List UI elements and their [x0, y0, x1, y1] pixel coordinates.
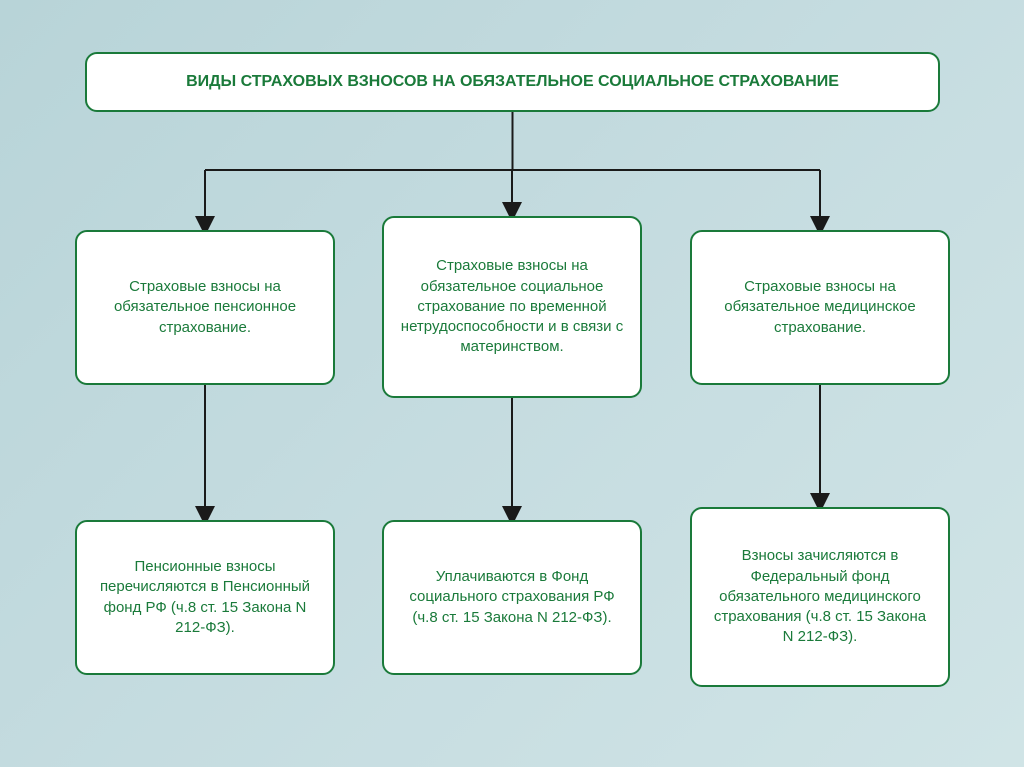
node-col2_top: Страховые взносы на обязательное социаль… [382, 216, 642, 398]
node-label: Уплачиваются в Фонд социального страхова… [400, 567, 624, 628]
node-label: Страховые взносы на обязательное пенсион… [93, 277, 317, 338]
node-label: Пенсионные взносы перечисляются в Пенсио… [93, 557, 317, 638]
node-col3_top: Страховые взносы на обязательное медицин… [690, 230, 950, 385]
node-label: Страховые взносы на обязательное социаль… [400, 256, 624, 357]
node-label: Взносы зачисляются в Федеральный фонд об… [708, 546, 932, 647]
node-col3_bot: Взносы зачисляются в Федеральный фонд об… [690, 507, 950, 687]
node-label: Страховые взносы на обязательное медицин… [708, 277, 932, 338]
node-col1_top: Страховые взносы на обязательное пенсион… [75, 230, 335, 385]
node-col1_bot: Пенсионные взносы перечисляются в Пенсио… [75, 520, 335, 675]
node-label: ВИДЫ СТРАХОВЫХ ВЗНОСОВ НА ОБЯЗАТЕЛЬНОЕ С… [186, 71, 839, 93]
node-title: ВИДЫ СТРАХОВЫХ ВЗНОСОВ НА ОБЯЗАТЕЛЬНОЕ С… [85, 52, 940, 112]
node-col2_bot: Уплачиваются в Фонд социального страхова… [382, 520, 642, 675]
